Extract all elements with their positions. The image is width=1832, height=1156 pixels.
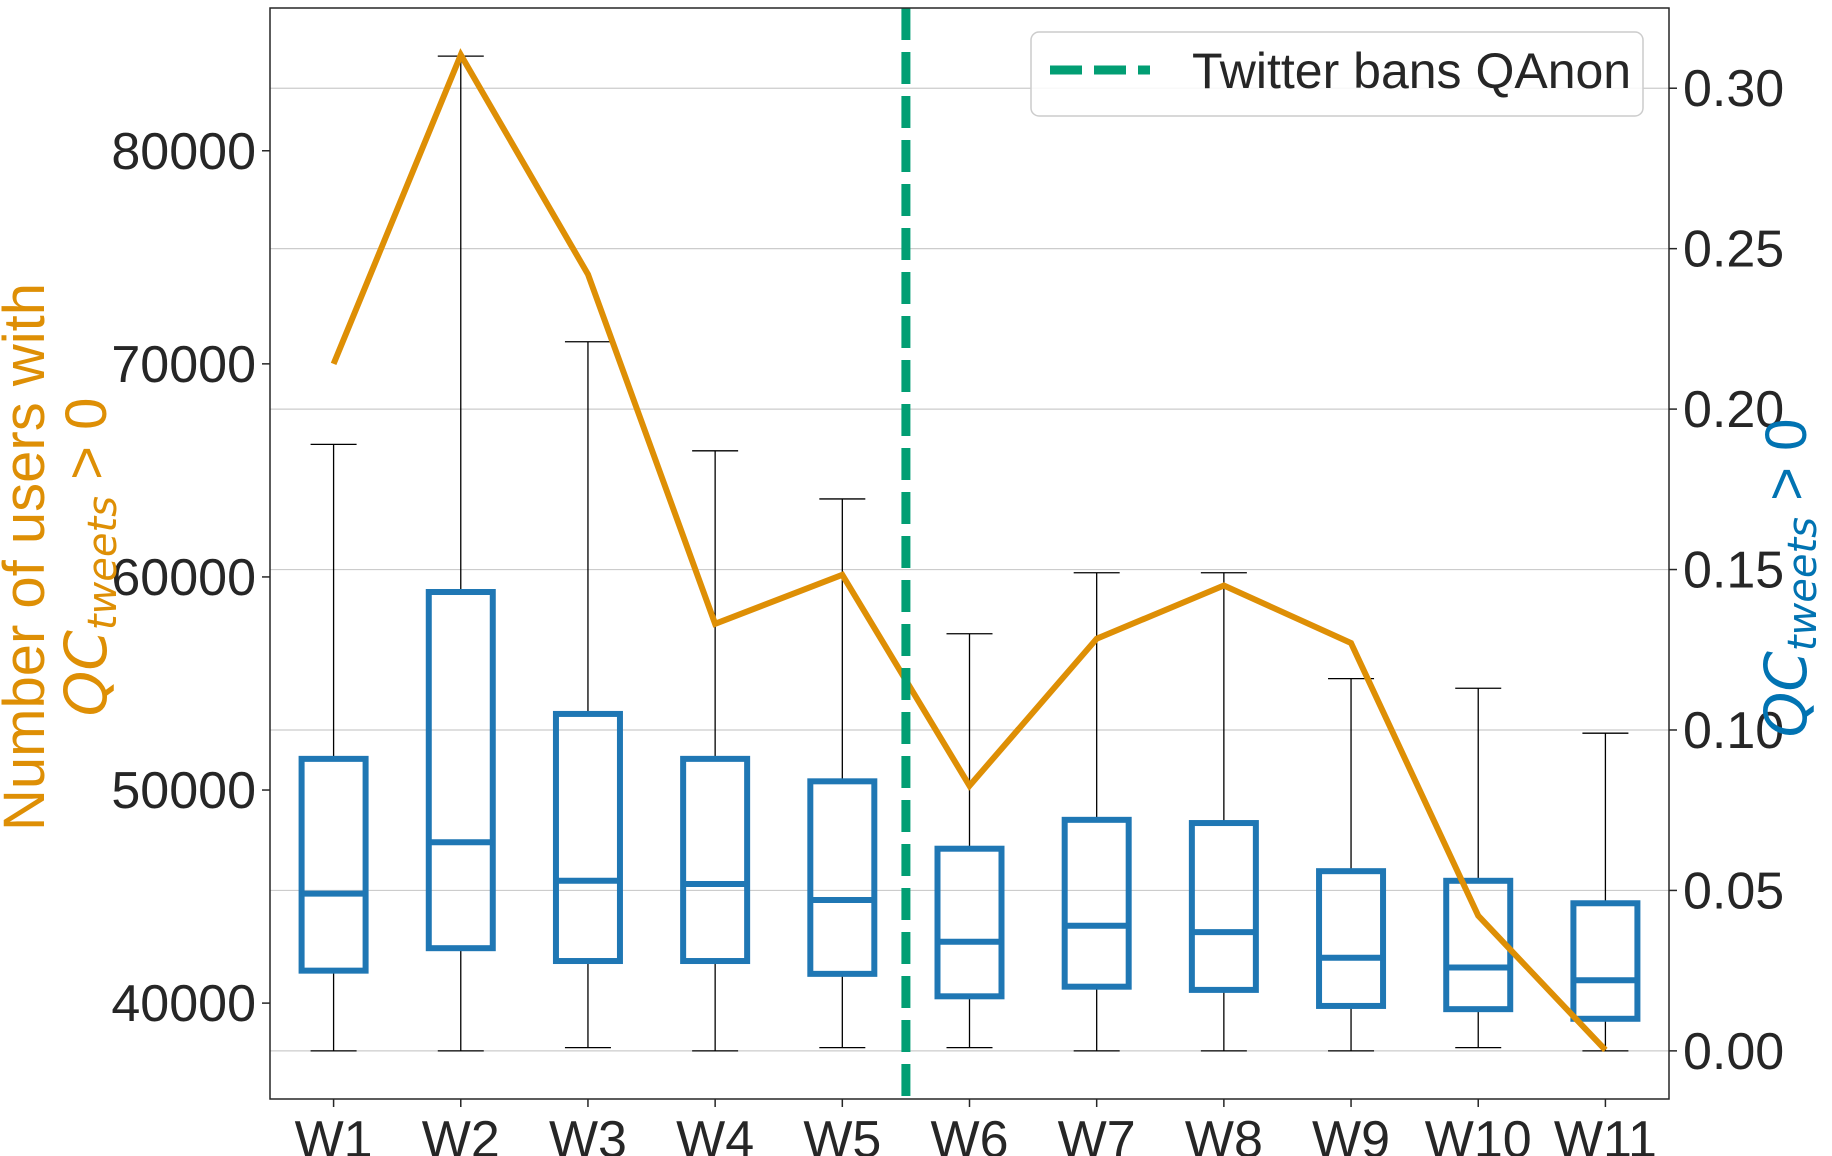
box-body bbox=[298, 755, 369, 974]
x-tick-label-W9: W9 bbox=[1312, 1111, 1390, 1156]
left-axis-label-rest: > 0 bbox=[54, 398, 119, 496]
axes: 40000 50000 60000 70000 80000 0.00 0.05 0.10 0.1… bbox=[111, 60, 1784, 1156]
right-tick-label-3: 0.15 bbox=[1683, 542, 1784, 600]
legend-box bbox=[1030, 31, 1644, 117]
right-axis-label-sub: tweets bbox=[1780, 517, 1826, 651]
box-body bbox=[680, 755, 751, 965]
box-body bbox=[807, 778, 878, 977]
left-tick-label-2: 60000 bbox=[111, 549, 256, 607]
box-W2 bbox=[425, 55, 496, 1052]
box-W8 bbox=[1188, 572, 1259, 1052]
x-tick-label-W5: W5 bbox=[803, 1111, 881, 1156]
box-W3 bbox=[552, 341, 623, 1049]
users-count-line bbox=[330, 48, 1608, 1053]
right-axis-label-text: QCtweets > 0 bbox=[1752, 419, 1826, 738]
left-tick-label-3: 70000 bbox=[111, 336, 256, 394]
box-body bbox=[1188, 820, 1259, 993]
box-body bbox=[1061, 816, 1132, 990]
box-body bbox=[934, 845, 1005, 1000]
box-body bbox=[1443, 877, 1514, 1013]
right-tick-label-1: 0.05 bbox=[1683, 862, 1784, 920]
right-tick-label-6: 0.30 bbox=[1683, 60, 1784, 118]
legend: Twitter bans QAnon bbox=[1030, 31, 1644, 117]
left-axis-label-sub: tweets bbox=[80, 496, 126, 630]
box-W6 bbox=[934, 633, 1005, 1049]
x-tick-label-W2: W2 bbox=[422, 1111, 500, 1156]
right-axis-label: QCtweets > 0 bbox=[1752, 419, 1826, 738]
x-tick-label-W1: W1 bbox=[295, 1111, 373, 1156]
x-tick-label-W4: W4 bbox=[676, 1111, 754, 1156]
box-plots bbox=[298, 55, 1641, 1052]
box-W5 bbox=[807, 498, 878, 1049]
x-tick-label-W8: W8 bbox=[1185, 1111, 1263, 1156]
left-axis-label-qc: QC bbox=[52, 630, 120, 717]
left-tick-label-1: 50000 bbox=[111, 762, 256, 820]
line-series bbox=[330, 48, 1608, 1053]
left-tick-label-4: 80000 bbox=[111, 123, 256, 181]
box-W9 bbox=[1316, 677, 1387, 1052]
right-tick-label-0: 0.00 bbox=[1683, 1023, 1784, 1081]
left-axis-label-line1: Number of users with bbox=[0, 283, 57, 831]
box-W4 bbox=[680, 450, 751, 1052]
x-tick-label-W10: W10 bbox=[1425, 1111, 1532, 1156]
right-tick-label-2: 0.10 bbox=[1683, 702, 1784, 760]
right-axis-label-rest: > 0 bbox=[1754, 419, 1819, 517]
box-body bbox=[1570, 900, 1641, 1022]
box-body bbox=[1316, 868, 1387, 1009]
left-tick-label-0: 40000 bbox=[111, 975, 256, 1033]
x-tick-label-W3: W3 bbox=[549, 1111, 627, 1156]
box-W1 bbox=[298, 443, 369, 1052]
x-tick-label-W11: W11 bbox=[1554, 1111, 1657, 1156]
right-axis-label-qc: QC bbox=[1752, 651, 1820, 738]
left-axis-label-line2: QCtweets > 0 bbox=[52, 398, 126, 717]
x-tick-label-W6: W6 bbox=[931, 1111, 1009, 1156]
box-W10 bbox=[1443, 687, 1514, 1049]
left-axis-label: Number of users with QCtweets > 0 bbox=[0, 283, 126, 831]
right-tick-label-5: 0.25 bbox=[1683, 221, 1784, 279]
right-tick-label-4: 0.20 bbox=[1683, 381, 1784, 439]
x-tick-label-W7: W7 bbox=[1058, 1111, 1136, 1156]
box-body bbox=[552, 710, 623, 965]
box-W7 bbox=[1061, 572, 1132, 1052]
box-W11 bbox=[1570, 732, 1641, 1052]
legend-label: Twitter bans QAnon bbox=[1192, 43, 1631, 99]
box-body bbox=[425, 589, 496, 952]
